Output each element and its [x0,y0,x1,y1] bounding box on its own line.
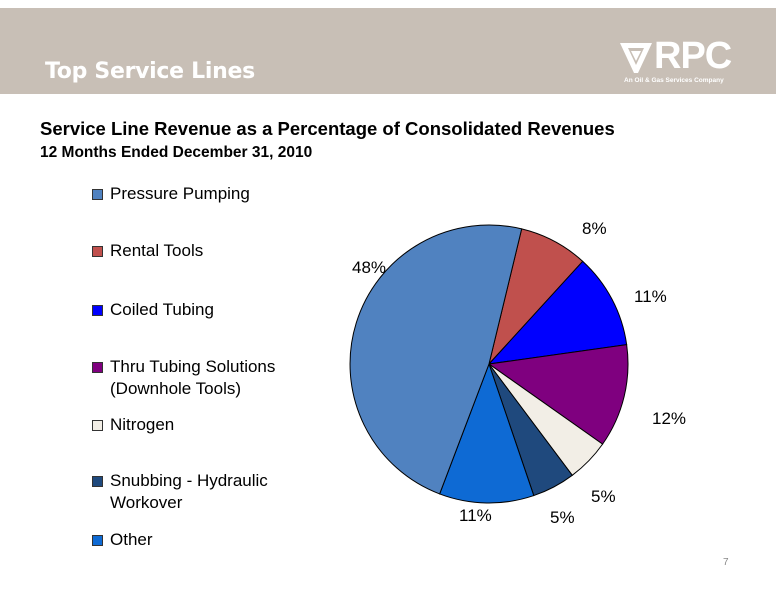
legend-label-line2: Workover [110,493,183,512]
legend-swatch [92,246,103,257]
legend-swatch [92,535,103,546]
legend-label: Nitrogen [110,415,175,434]
logo-text: RPC [654,35,732,77]
rpc-logo: RPC An Oil & Gas Services Company [620,35,752,91]
slide-header: Top Service Lines RPC An Oil & Gas Servi… [0,8,776,94]
logo-tagline: An Oil & Gas Services Company [624,77,724,84]
pie-data-label: 5% [591,487,616,506]
pie-data-label: 11% [459,506,492,525]
pie-data-label: 48% [352,258,386,277]
legend-swatch [92,420,103,431]
pie-slice-other [438,362,535,504]
slide-title: Top Service Lines [45,59,255,84]
pie-data-label: 12% [652,409,686,428]
pie-data-label: 11% [634,287,667,306]
pie-slice-pressure-pumping [349,224,523,495]
legend-label: Other [110,530,153,549]
pie-data-label: 8% [582,219,607,238]
legend-label: Rental Tools [110,241,204,260]
page-number: 7 [723,557,729,568]
legend-label: Thru Tubing Solutions [110,357,276,376]
legend-swatch [92,305,103,316]
rpc-logo-mark-icon [620,43,652,73]
legend-swatch [92,476,103,487]
legend-label: Coiled Tubing [110,300,214,319]
pie-data-label: 5% [550,508,575,527]
chart-subtitle: 12 Months Ended December 31, 2010 [40,144,313,161]
legend-label-line2: (Downhole Tools) [110,379,242,398]
legend-swatch [92,362,103,373]
chart-title: Service Line Revenue as a Percentage of … [40,118,615,139]
pie-slice-thru-tubing-solutions [487,344,629,445]
legend-label: Snubbing - Hydraulic [110,471,268,490]
pie-slice-coiled-tubing [487,260,628,365]
legend-label: Pressure Pumping [110,184,250,203]
legend-swatch [92,189,103,200]
